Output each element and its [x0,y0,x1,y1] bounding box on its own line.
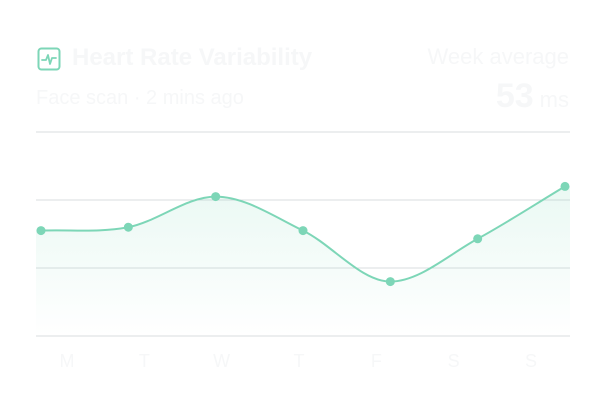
x-axis-label: M [59,351,75,371]
card-title: Heart Rate Variability [72,44,313,71]
x-axis-label: F [370,351,382,371]
week-average: 53 ms [496,77,569,115]
data-point[interactable] [473,234,483,244]
chart-area [36,186,570,336]
card-subtitle: Face scan · 2 mins ago [36,87,244,109]
data-point[interactable] [298,226,308,236]
week-average-unit: ms [539,87,569,112]
data-point[interactable] [211,192,221,202]
week-average-value: 53 [495,77,534,115]
x-axis-label: T [138,351,150,371]
data-point[interactable] [123,222,133,232]
data-point[interactable] [36,226,46,236]
heart-pulse-icon [37,47,61,71]
x-axis-label: S [524,351,537,371]
x-axis-label: S [447,351,460,371]
x-axis-label: T [293,351,305,371]
data-point[interactable] [560,181,570,191]
x-axis-label: W [213,351,231,371]
data-point[interactable] [385,277,395,287]
week-average-label: Week average [427,44,569,69]
